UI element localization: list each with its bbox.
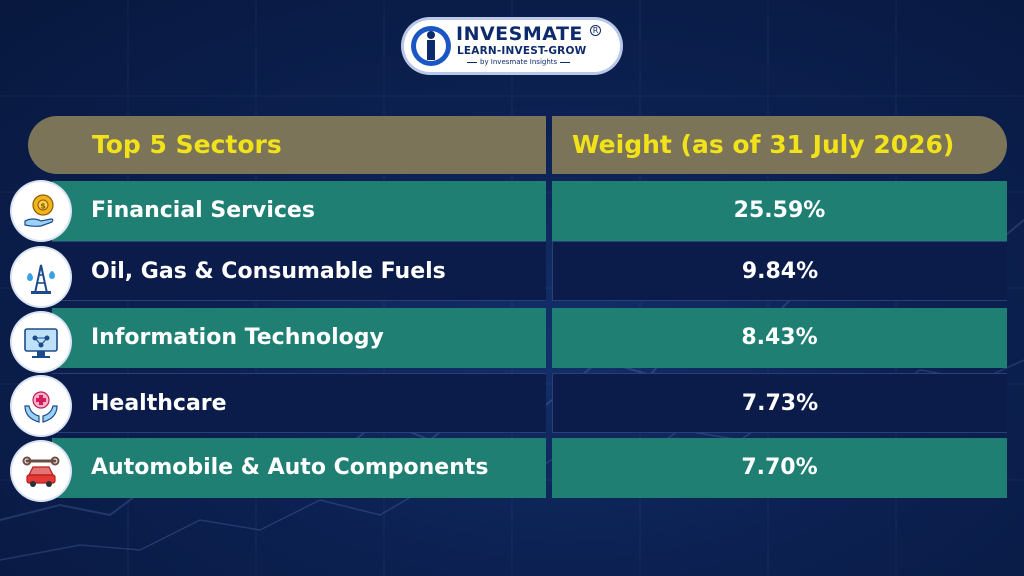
medical-cross-hands-icon — [24, 391, 58, 423]
registered-mark: R — [590, 25, 601, 36]
information-technology-icon-badge — [12, 313, 70, 371]
table-row-sector: Financial Services — [52, 181, 546, 241]
table-row-sector: Automobile & Auto Components — [52, 438, 546, 498]
sector-name: Oil, Gas & Consumable Fuels — [91, 259, 446, 284]
table-row-weight: 25.59% — [552, 181, 1007, 241]
sector-name: Information Technology — [91, 325, 384, 350]
weight-header-label: Weight (as of 31 July 2026) — [572, 130, 955, 159]
svg-text:$: $ — [40, 202, 46, 211]
healthcare-icon-badge — [12, 377, 70, 435]
sector-name: Healthcare — [91, 391, 227, 416]
sector-name: Automobile & Auto Components — [91, 455, 489, 480]
sector-weight: 7.70% — [741, 455, 818, 480]
sector-column-header: Top 5 Sectors — [28, 116, 546, 174]
financial-services-icon-badge: $ — [12, 182, 70, 240]
oil-rig-icon — [27, 264, 55, 294]
weight-column-header: Weight (as of 31 July 2026) — [552, 116, 1007, 174]
table-row-weight: 8.43% — [552, 308, 1007, 368]
table-row-sector: Oil, Gas & Consumable Fuels — [52, 241, 546, 301]
computer-network-icon — [24, 328, 58, 358]
sector-weight: 8.43% — [741, 325, 818, 350]
sector-weight: 25.59% — [733, 198, 826, 223]
invesmate-logo-mark-icon — [411, 26, 451, 66]
oil-gas-icon-badge — [12, 248, 70, 306]
logo-brand-name: INVESMATE — [456, 23, 583, 45]
sector-name: Financial Services — [91, 198, 315, 223]
sector-header-label: Top 5 Sectors — [92, 130, 282, 159]
logo-tagline: LEARN-INVEST-GROW — [457, 45, 587, 57]
automobile-icon-badge — [12, 442, 70, 500]
table-row-weight: 7.73% — [552, 373, 1007, 433]
table-row-sector: Healthcare — [52, 373, 546, 433]
sector-weight: 9.84% — [741, 259, 819, 284]
table-row-sector: Information Technology — [52, 308, 546, 368]
invesmate-logo: INVESMATE R LEARN-INVEST-GROW by Invesma… — [404, 20, 620, 72]
logo-subtitle: by Invesmate Insights — [464, 58, 573, 66]
car-wrench-icon — [22, 456, 60, 487]
money-gear-hand-icon: $ — [24, 194, 54, 227]
table-row-weight: 9.84% — [552, 241, 1007, 301]
table-row-weight: 7.70% — [552, 438, 1007, 498]
sector-weight: 7.73% — [741, 391, 819, 416]
